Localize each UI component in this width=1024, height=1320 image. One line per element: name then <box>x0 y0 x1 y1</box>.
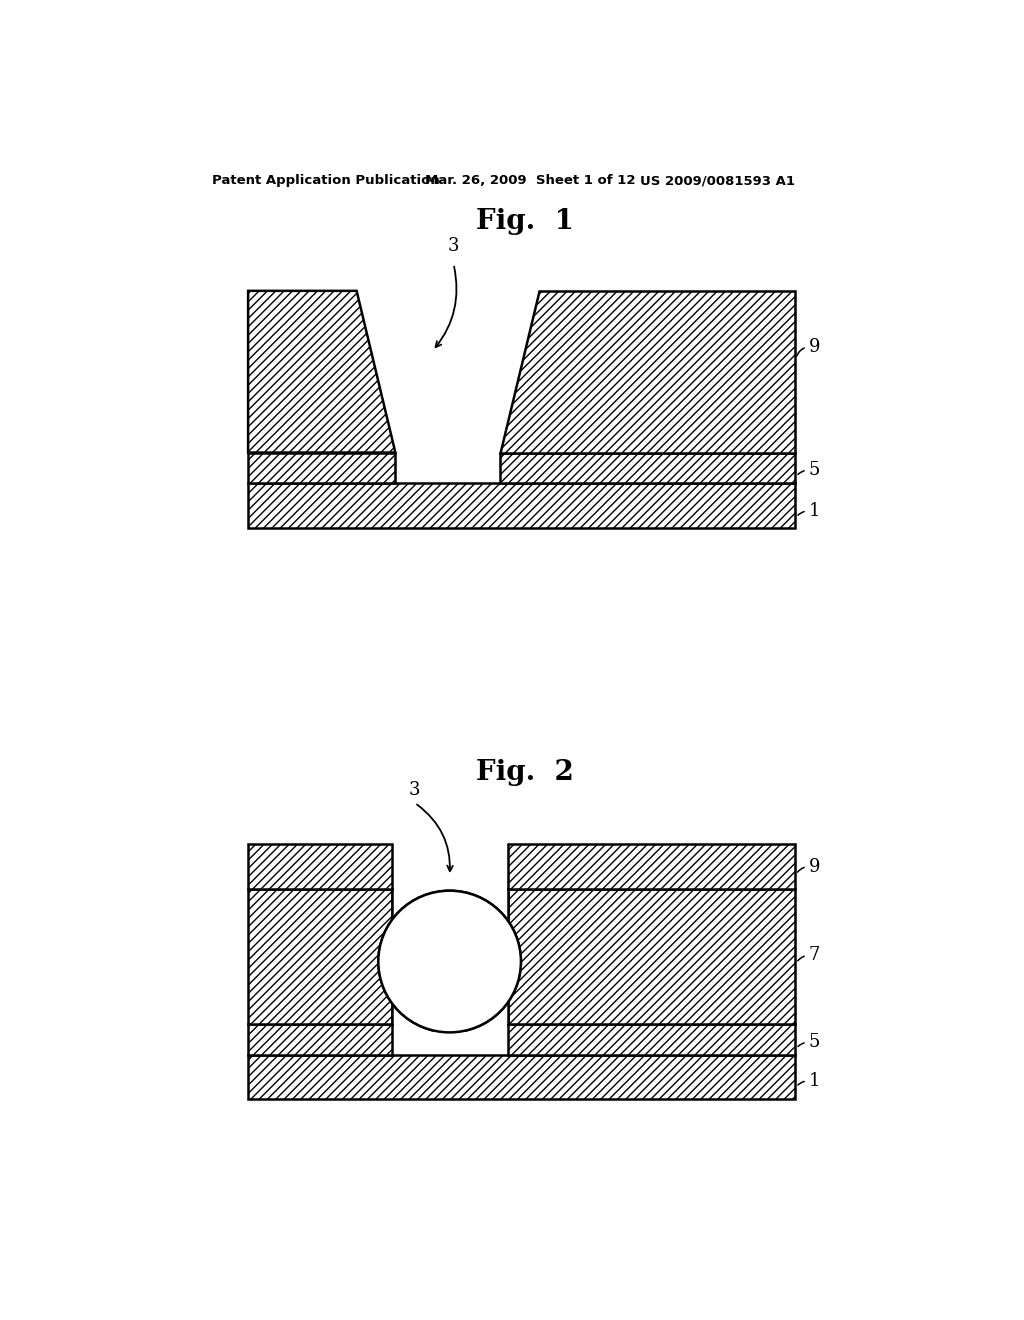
Bar <box>248 1055 795 1100</box>
Bar <box>508 845 795 890</box>
Bar <box>248 483 795 528</box>
Circle shape <box>378 891 521 1032</box>
Text: 5: 5 <box>809 1034 820 1051</box>
Bar <box>248 1024 391 1055</box>
Text: 3: 3 <box>409 781 421 799</box>
Bar <box>248 453 395 483</box>
Bar <box>500 453 795 483</box>
Bar <box>508 890 795 1024</box>
Circle shape <box>378 891 521 1032</box>
Text: 5: 5 <box>809 461 820 479</box>
Bar <box>508 1024 795 1055</box>
Text: Fig.  1: Fig. 1 <box>476 209 573 235</box>
Bar <box>391 890 508 1024</box>
Text: 3: 3 <box>447 236 459 255</box>
Polygon shape <box>248 290 395 453</box>
Bar <box>241 890 802 1032</box>
Text: 9: 9 <box>809 858 820 875</box>
Text: US 2009/0081593 A1: US 2009/0081593 A1 <box>640 174 795 187</box>
Text: 7: 7 <box>809 946 820 965</box>
Text: Mar. 26, 2009  Sheet 1 of 12: Mar. 26, 2009 Sheet 1 of 12 <box>425 174 635 187</box>
Text: 1: 1 <box>809 1072 820 1090</box>
Bar <box>248 845 391 890</box>
Bar <box>248 890 391 1024</box>
Text: 9: 9 <box>809 338 820 356</box>
Text: 1: 1 <box>809 502 820 520</box>
Text: Fig.  2: Fig. 2 <box>476 759 573 785</box>
Text: Patent Application Publication: Patent Application Publication <box>212 174 439 187</box>
Polygon shape <box>500 290 795 453</box>
